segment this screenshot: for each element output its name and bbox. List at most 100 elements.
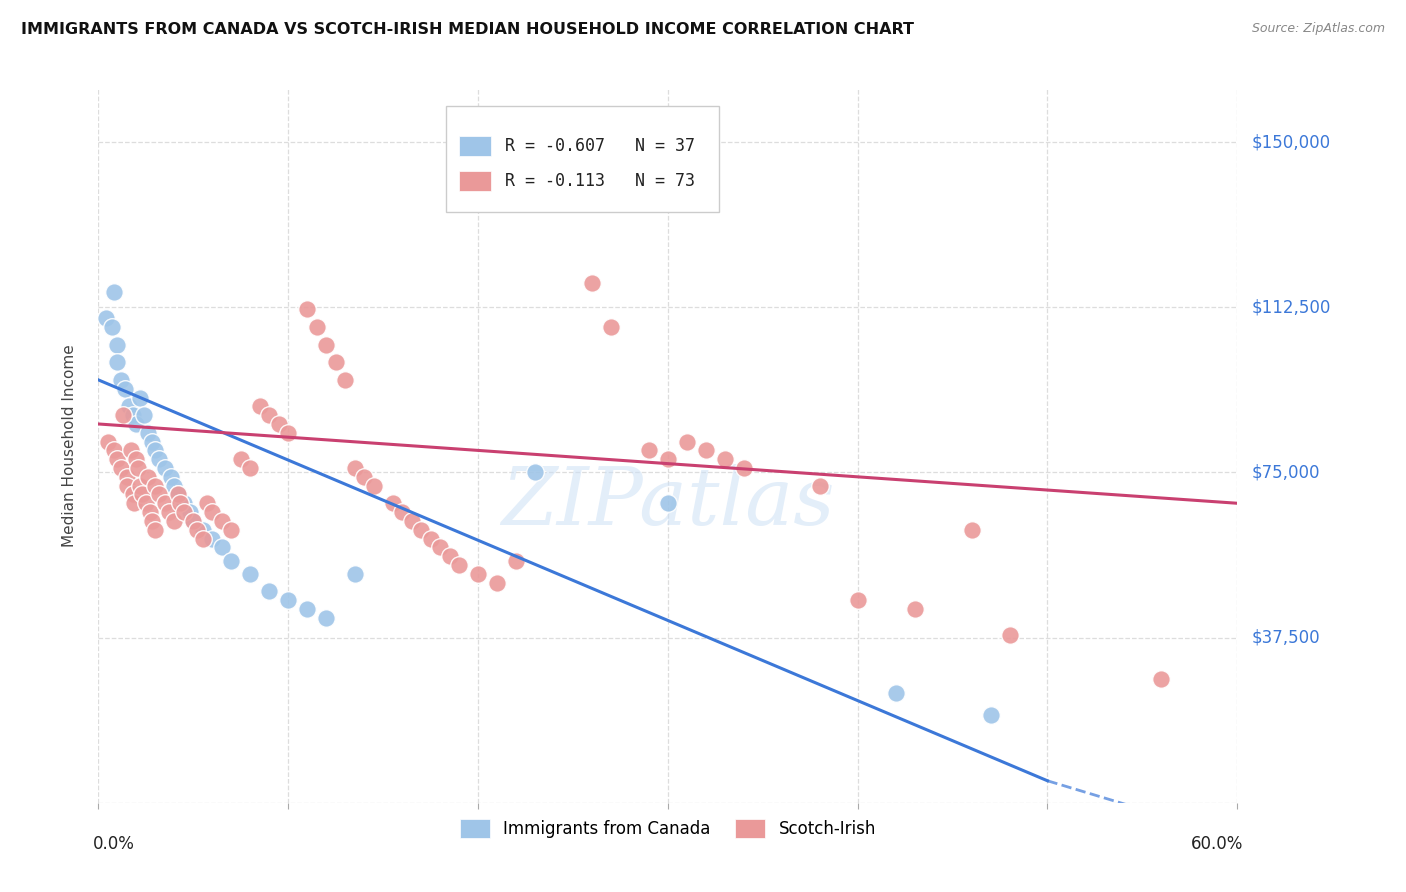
Point [381, 496, 404, 510]
Point [153, 461, 176, 475]
Point [110, 461, 132, 475]
Point [125, 417, 148, 431]
Y-axis label: Median Household Income: Median Household Income [62, 344, 77, 548]
Point [733, 461, 755, 475]
Point [363, 478, 385, 492]
Text: Source: ZipAtlas.com: Source: ZipAtlas.com [1251, 22, 1385, 36]
Point [107, 452, 129, 467]
Point [335, 373, 357, 387]
Point [136, 470, 159, 484]
Point [401, 514, 423, 528]
Point [163, 514, 186, 528]
Point [297, 302, 319, 317]
Text: 60.0%: 60.0% [1191, 835, 1243, 853]
Point [657, 496, 679, 510]
Point [125, 452, 148, 467]
Point [315, 611, 337, 625]
Point [129, 391, 152, 405]
Text: R = -0.607   N = 37: R = -0.607 N = 37 [505, 136, 695, 154]
Point [998, 628, 1021, 642]
Point [305, 320, 328, 334]
Point [153, 496, 176, 510]
Point [808, 478, 831, 492]
Point [167, 487, 190, 501]
Point [267, 417, 290, 431]
Point [120, 443, 142, 458]
FancyBboxPatch shape [460, 136, 491, 155]
Point [343, 566, 366, 581]
Point [277, 593, 299, 607]
Point [115, 470, 138, 484]
Point [138, 505, 160, 519]
Point [148, 452, 170, 467]
Point [135, 496, 157, 510]
Point [94, 311, 117, 326]
Point [391, 505, 413, 519]
Point [429, 541, 451, 555]
Point [657, 452, 679, 467]
Text: R = -0.113   N = 73: R = -0.113 N = 73 [505, 172, 695, 190]
Point [148, 487, 170, 501]
Point [419, 532, 441, 546]
Point [343, 461, 366, 475]
Point [169, 496, 191, 510]
Text: $112,500: $112,500 [1251, 298, 1330, 317]
Point [353, 470, 375, 484]
Point [115, 478, 138, 492]
Point [127, 461, 149, 475]
Point [157, 505, 180, 519]
Point [259, 408, 281, 422]
Point [132, 408, 155, 422]
Point [186, 523, 208, 537]
Point [439, 549, 461, 563]
FancyBboxPatch shape [446, 106, 718, 212]
Point [103, 443, 125, 458]
Point [141, 514, 163, 528]
FancyBboxPatch shape [460, 171, 491, 191]
Point [221, 523, 243, 537]
Point [201, 505, 224, 519]
Point [183, 514, 205, 528]
Point [129, 478, 152, 492]
Point [467, 566, 489, 581]
Point [239, 461, 262, 475]
Point [960, 523, 983, 537]
Point [159, 470, 181, 484]
Point [103, 285, 125, 299]
Point [221, 553, 243, 567]
Point [114, 382, 136, 396]
Text: 0.0%: 0.0% [93, 835, 135, 853]
Text: $75,000: $75,000 [1251, 464, 1320, 482]
Point [714, 452, 737, 467]
Legend: Immigrants from Canada, Scotch-Irish: Immigrants from Canada, Scotch-Irish [453, 812, 883, 845]
Point [524, 466, 547, 480]
Point [259, 584, 281, 599]
Point [97, 434, 120, 449]
Point [486, 575, 509, 590]
Point [118, 400, 141, 414]
Point [191, 532, 214, 546]
Point [145, 523, 167, 537]
Text: IMMIGRANTS FROM CANADA VS SCOTCH-IRISH MEDIAN HOUSEHOLD INCOME CORRELATION CHART: IMMIGRANTS FROM CANADA VS SCOTCH-IRISH M… [21, 22, 914, 37]
Point [229, 452, 252, 467]
Point [121, 408, 143, 422]
Point [600, 320, 623, 334]
Point [325, 355, 347, 369]
Point [121, 487, 143, 501]
Point [112, 408, 135, 422]
Point [100, 320, 122, 334]
Point [131, 487, 153, 501]
Point [315, 337, 337, 351]
Point [884, 686, 907, 700]
Point [136, 425, 159, 440]
Point [173, 505, 195, 519]
Point [145, 443, 167, 458]
Point [297, 602, 319, 616]
Point [163, 478, 186, 492]
Point [1150, 673, 1173, 687]
Point [676, 434, 699, 449]
Point [449, 558, 471, 572]
Point [191, 523, 214, 537]
Point [411, 523, 433, 537]
Point [124, 496, 146, 510]
